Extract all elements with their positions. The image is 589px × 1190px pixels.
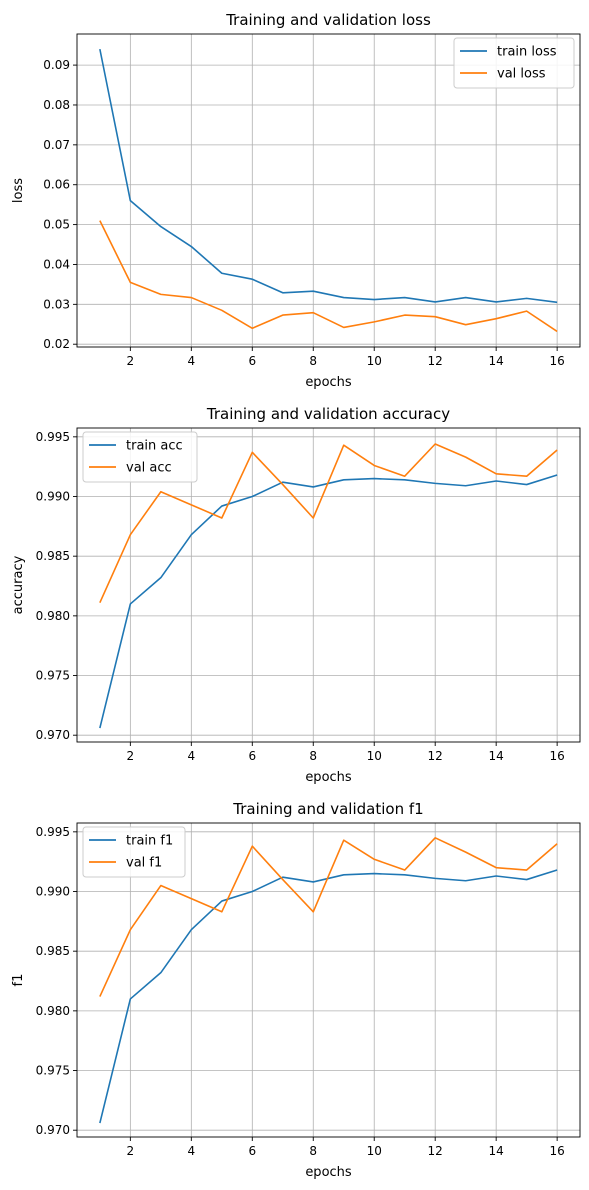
x-tick-label: 6 xyxy=(248,1144,256,1158)
accuracy-plot-frame xyxy=(76,427,581,743)
y-tick-label: 0.985 xyxy=(36,944,70,958)
x-tick-label: 12 xyxy=(428,1144,443,1158)
x-tick-label: 10 xyxy=(367,354,382,368)
accuracy-chart: 2 4 6 8 10 12 14 16 0.970 0.975 0.980 0.985 0.990 0.9… xyxy=(11,405,581,785)
accuracy-y-axis-label: accuracy xyxy=(11,555,26,614)
y-tick-label: 0.04 xyxy=(43,257,70,271)
y-tick-label: 0.995 xyxy=(36,430,70,444)
f1-plot-frame xyxy=(76,822,581,1138)
y-tick-label: 0.970 xyxy=(36,1123,70,1137)
loss-series-train-line xyxy=(99,48,558,304)
y-tick-label: 0.08 xyxy=(43,98,70,112)
accuracy-series-val-line xyxy=(99,443,558,604)
loss-plot-frame xyxy=(76,33,581,348)
x-tick-label: 16 xyxy=(549,354,564,368)
x-tick-label: 2 xyxy=(127,1144,135,1158)
y-tick-label: 0.985 xyxy=(36,549,70,563)
x-tick-label: 2 xyxy=(127,749,135,763)
x-tick-label: 6 xyxy=(248,749,256,763)
f1-legend: train f1 val f1 xyxy=(82,826,186,878)
y-tick-label: 0.09 xyxy=(43,58,70,72)
x-tick-label: 2 xyxy=(127,354,135,368)
x-tick-label: 10 xyxy=(367,1144,382,1158)
y-tick-label: 0.07 xyxy=(43,138,70,152)
y-tick-label: 0.975 xyxy=(36,1064,70,1078)
x-tick-label: 16 xyxy=(549,1144,564,1158)
y-tick-label: 0.03 xyxy=(43,297,70,311)
x-tick-label: 12 xyxy=(428,354,443,368)
y-tick-label: 0.990 xyxy=(36,885,70,899)
x-tick-label: 4 xyxy=(187,749,195,763)
accuracy-legend: train acc val acc xyxy=(82,431,198,483)
x-tick-label: 6 xyxy=(248,354,256,368)
x-tick-label: 16 xyxy=(549,749,564,763)
x-tick-label: 8 xyxy=(309,749,317,763)
loss-legend: train loss val loss xyxy=(453,37,575,89)
y-tick-label: 0.02 xyxy=(43,337,70,351)
y-tick-label: 0.995 xyxy=(36,825,70,839)
x-tick-label: 12 xyxy=(428,749,443,763)
legend-label: train f1 xyxy=(126,834,173,849)
f1-chart-title: Training and validation f1 xyxy=(232,800,423,818)
loss-chart-title: Training and validation loss xyxy=(225,11,431,29)
y-tick-label: 0.975 xyxy=(36,669,70,683)
y-tick-label: 0.980 xyxy=(36,1004,70,1018)
f1-x-axis-label: epochs xyxy=(305,1165,352,1180)
legend-label: train acc xyxy=(126,439,183,454)
y-tick-label: 0.06 xyxy=(43,178,70,192)
f1-series-val-line xyxy=(99,836,558,997)
legend-label: val loss xyxy=(497,67,546,82)
x-tick-label: 8 xyxy=(309,1144,317,1158)
accuracy-chart-title: Training and validation accuracy xyxy=(206,405,450,423)
f1-series-train-line xyxy=(99,869,558,1124)
f1-y-axis-label: f1 xyxy=(11,974,26,987)
legend-label: train loss xyxy=(497,45,557,60)
f1-chart: 2 4 6 8 10 12 14 16 0.970 0.975 0.980 0.985 0.990 0.9… xyxy=(11,800,581,1180)
x-tick-label: 14 xyxy=(489,749,504,763)
legend-label: val f1 xyxy=(126,856,162,871)
x-tick-label: 8 xyxy=(309,354,317,368)
loss-y-axis-label: loss xyxy=(11,178,26,203)
accuracy-series-train-line xyxy=(99,474,558,729)
x-tick-label: 14 xyxy=(489,354,504,368)
x-tick-label: 14 xyxy=(489,1144,504,1158)
y-tick-label: 0.980 xyxy=(36,609,70,623)
loss-x-axis-label: epochs xyxy=(305,375,352,390)
x-tick-label: 4 xyxy=(187,354,195,368)
y-tick-label: 0.990 xyxy=(36,490,70,504)
y-tick-label: 0.05 xyxy=(43,218,70,232)
loss-series-val-line xyxy=(99,220,558,333)
loss-chart: 2 4 6 8 10 12 14 16 0.02 0.03 0.04 0.05 0.06 0.07 0.08… xyxy=(11,11,581,390)
accuracy-x-axis-label: epochs xyxy=(305,770,352,785)
x-tick-label: 10 xyxy=(367,749,382,763)
x-tick-label: 4 xyxy=(187,1144,195,1158)
legend-label: val acc xyxy=(126,461,172,476)
y-tick-label: 0.970 xyxy=(36,728,70,742)
